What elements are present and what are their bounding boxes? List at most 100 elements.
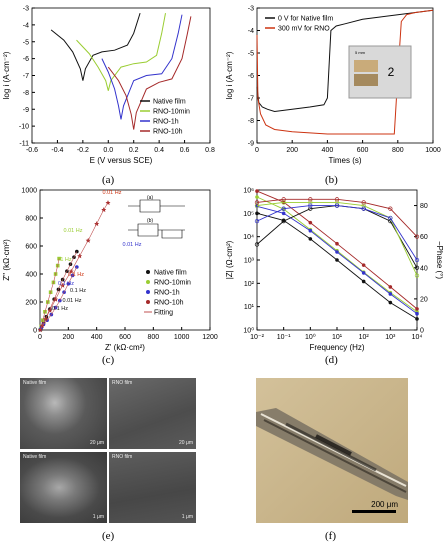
impedance-point <box>361 263 366 267</box>
y2-tick-label: 80 <box>420 203 428 210</box>
circuit-label: (b) <box>147 218 153 224</box>
phase-point <box>281 206 286 211</box>
x-axis-label: Times (s) <box>328 156 361 165</box>
x-tick-label: -0.2 <box>77 147 89 154</box>
panel-b: 0 200 400 600 800 1000 -3 -4 -5 -6 -7 -8 -9 Times (s)… <box>223 0 446 172</box>
legend-marker <box>146 280 150 284</box>
x-tick-label: 10⁻¹ <box>277 334 291 341</box>
micrograph-scale: 200 μm <box>371 500 398 509</box>
frequency-annotation: 0.01 Hz <box>103 190 122 196</box>
legend-label: RNO-10min <box>153 109 190 116</box>
phase-point <box>414 257 420 263</box>
polarization-curve <box>101 14 183 120</box>
x-tick-label: 0.2 <box>129 147 139 154</box>
legend-label: RNO-1h <box>154 290 180 297</box>
sample-2 <box>354 74 378 86</box>
phase-point <box>308 206 313 211</box>
y-tick-label: 600 <box>25 244 37 251</box>
panel-d: 10⁻² 10⁻¹ 10⁰ 10¹ 10² 10³ 10⁴ 10⁰ 10¹ 10² 10³ 10⁴ 10… <box>223 182 446 354</box>
impedance-point <box>335 258 339 262</box>
sem-scale: 1 μm <box>181 514 193 520</box>
data-point <box>75 265 79 269</box>
sem-scale: 1 μm <box>92 514 104 520</box>
x-tick-label: 10⁰ <box>305 333 316 341</box>
data-point <box>75 249 79 254</box>
y2-axis-label: −Phase (°) <box>435 241 444 279</box>
x-tick-label: 0.4 <box>154 147 164 154</box>
phase-point <box>334 197 340 202</box>
y-tick-label: -6 <box>23 56 29 63</box>
phase-point <box>388 215 393 221</box>
sem-caption: Native film <box>23 454 47 460</box>
frequency-annotation: 0.1 Hz <box>58 281 74 287</box>
phase-point <box>281 218 286 224</box>
phase-point <box>361 203 366 208</box>
equivalent-circuit: (a) (b) <box>128 195 185 239</box>
phase-point <box>414 273 420 278</box>
x-tick-label: 0.0 <box>103 147 113 154</box>
impedance-point <box>255 195 259 199</box>
legend-label: RNO-10h <box>153 129 183 136</box>
panel-label-d: (d) <box>325 354 338 366</box>
y2-tick-label: 20 <box>420 296 428 303</box>
sem-rno-film-20um: RNO film 20 μm <box>109 378 196 449</box>
y-tick-label: -3 <box>23 6 29 13</box>
legend-marker <box>146 270 150 274</box>
x-tick-label: 600 <box>357 147 369 154</box>
sem-rno-film-1um: RNO film 1 μm <box>109 452 196 523</box>
phase-curve <box>256 198 418 238</box>
sem-scale: 20 μm <box>179 440 193 446</box>
y-tick-label: -4 <box>248 28 254 35</box>
y-tick-label: -8 <box>23 90 29 97</box>
sem-scale: 20 μm <box>90 440 104 446</box>
chart-d: 10⁻² 10⁻¹ 10⁰ 10¹ 10² 10³ 10⁴ 10⁰ 10¹ 10² 10³ 10⁴ 10… <box>225 188 444 353</box>
y-tick-label: 10⁴ <box>243 234 254 241</box>
panel-f-micrograph: 200 μm <box>256 378 408 523</box>
y-axis-label: Z'' (kΩ·cm²) <box>2 239 11 281</box>
y-tick-label: 200 <box>25 300 37 307</box>
legend-label: 0 V for Native film <box>278 16 333 23</box>
x-axis-label: Z' (kΩ·cm²) <box>105 343 145 352</box>
impedance-point <box>388 285 393 289</box>
current-time-curve <box>256 9 434 135</box>
x-tick-label: 10³ <box>385 334 396 341</box>
y-tick-label: 10⁰ <box>243 327 254 335</box>
x-tick-label: 800 <box>147 334 159 341</box>
panel-label-a: (a) <box>102 174 115 186</box>
legend-label: 300 mV for RNO <box>278 26 330 33</box>
y-tick-label: 400 <box>25 272 37 279</box>
phase-point <box>254 200 260 205</box>
x-tick-label: 200 <box>62 334 74 341</box>
panel-label-b: (b) <box>325 174 338 186</box>
x-tick-label: 10⁴ <box>412 334 423 341</box>
y2-tick-label: 0 <box>420 328 424 335</box>
panel-label-f: (f) <box>325 530 336 542</box>
y-tick-label: -7 <box>248 96 254 103</box>
y-tick-label: -11 <box>19 141 29 148</box>
impedance-point <box>361 279 366 284</box>
y-tick-label: 0 <box>33 328 37 335</box>
x-tick-label: 0.6 <box>180 147 190 154</box>
data-point <box>57 256 61 261</box>
impedance-point <box>361 271 366 275</box>
y-tick-label: 800 <box>25 216 37 223</box>
impedance-point <box>255 211 259 216</box>
y-tick-label: -4 <box>23 22 29 29</box>
panel-a: -0.6 -0.4 -0.2 0.0 0.2 0.4 0.6 0.8 -3 -4 -5 -6 -7 -8 -… <box>0 0 223 172</box>
impedance-point <box>308 220 313 225</box>
phase-point <box>414 234 420 239</box>
x-tick-label: 1000 <box>425 147 441 154</box>
phase-point <box>414 265 420 270</box>
phase-point <box>281 200 286 205</box>
phase-point <box>281 197 286 202</box>
legend-marker <box>146 300 150 304</box>
x-tick-label: 0 <box>38 334 42 341</box>
chart-a: -0.6 -0.4 -0.2 0.0 0.2 0.4 0.6 0.8 -3 -4 -5 -6 -7 -8 -… <box>2 6 215 166</box>
sample-1 <box>354 60 378 72</box>
chart-c: 0 200 400 600 800 1000 1200 0 200 400 600 800 1000 Z'… <box>2 188 218 353</box>
phase-curve <box>256 205 418 261</box>
y-tick-label: -8 <box>248 118 254 125</box>
y2-tick-label: 60 <box>420 234 428 241</box>
panel-label-e: (e) <box>102 530 115 542</box>
y-tick-label: -10 <box>19 124 29 131</box>
